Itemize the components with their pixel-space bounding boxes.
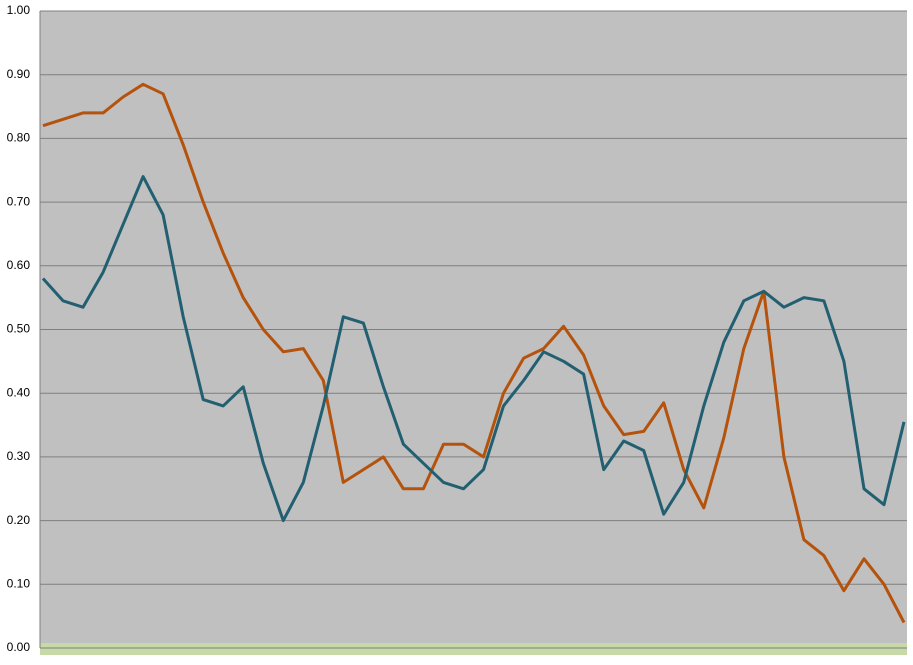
y-tick-label: 0.20 xyxy=(7,513,31,527)
y-tick-label: 0.70 xyxy=(7,194,31,208)
y-tick-label: 0.30 xyxy=(7,449,31,463)
y-tick-label: 0.60 xyxy=(7,258,31,272)
y-tick-label: 0.00 xyxy=(7,640,31,654)
y-tick-label: 0.80 xyxy=(7,131,31,145)
y-tick-label: 1.00 xyxy=(7,3,31,17)
series-line xyxy=(42,82,906,624)
y-tick-label: 0.40 xyxy=(7,385,31,399)
y-tick-label: 0.10 xyxy=(7,576,31,590)
y-tick-label: 0.90 xyxy=(7,67,31,81)
y-tick-label: 0.50 xyxy=(7,322,31,336)
plot-floor xyxy=(40,643,907,655)
series-line xyxy=(41,175,906,523)
